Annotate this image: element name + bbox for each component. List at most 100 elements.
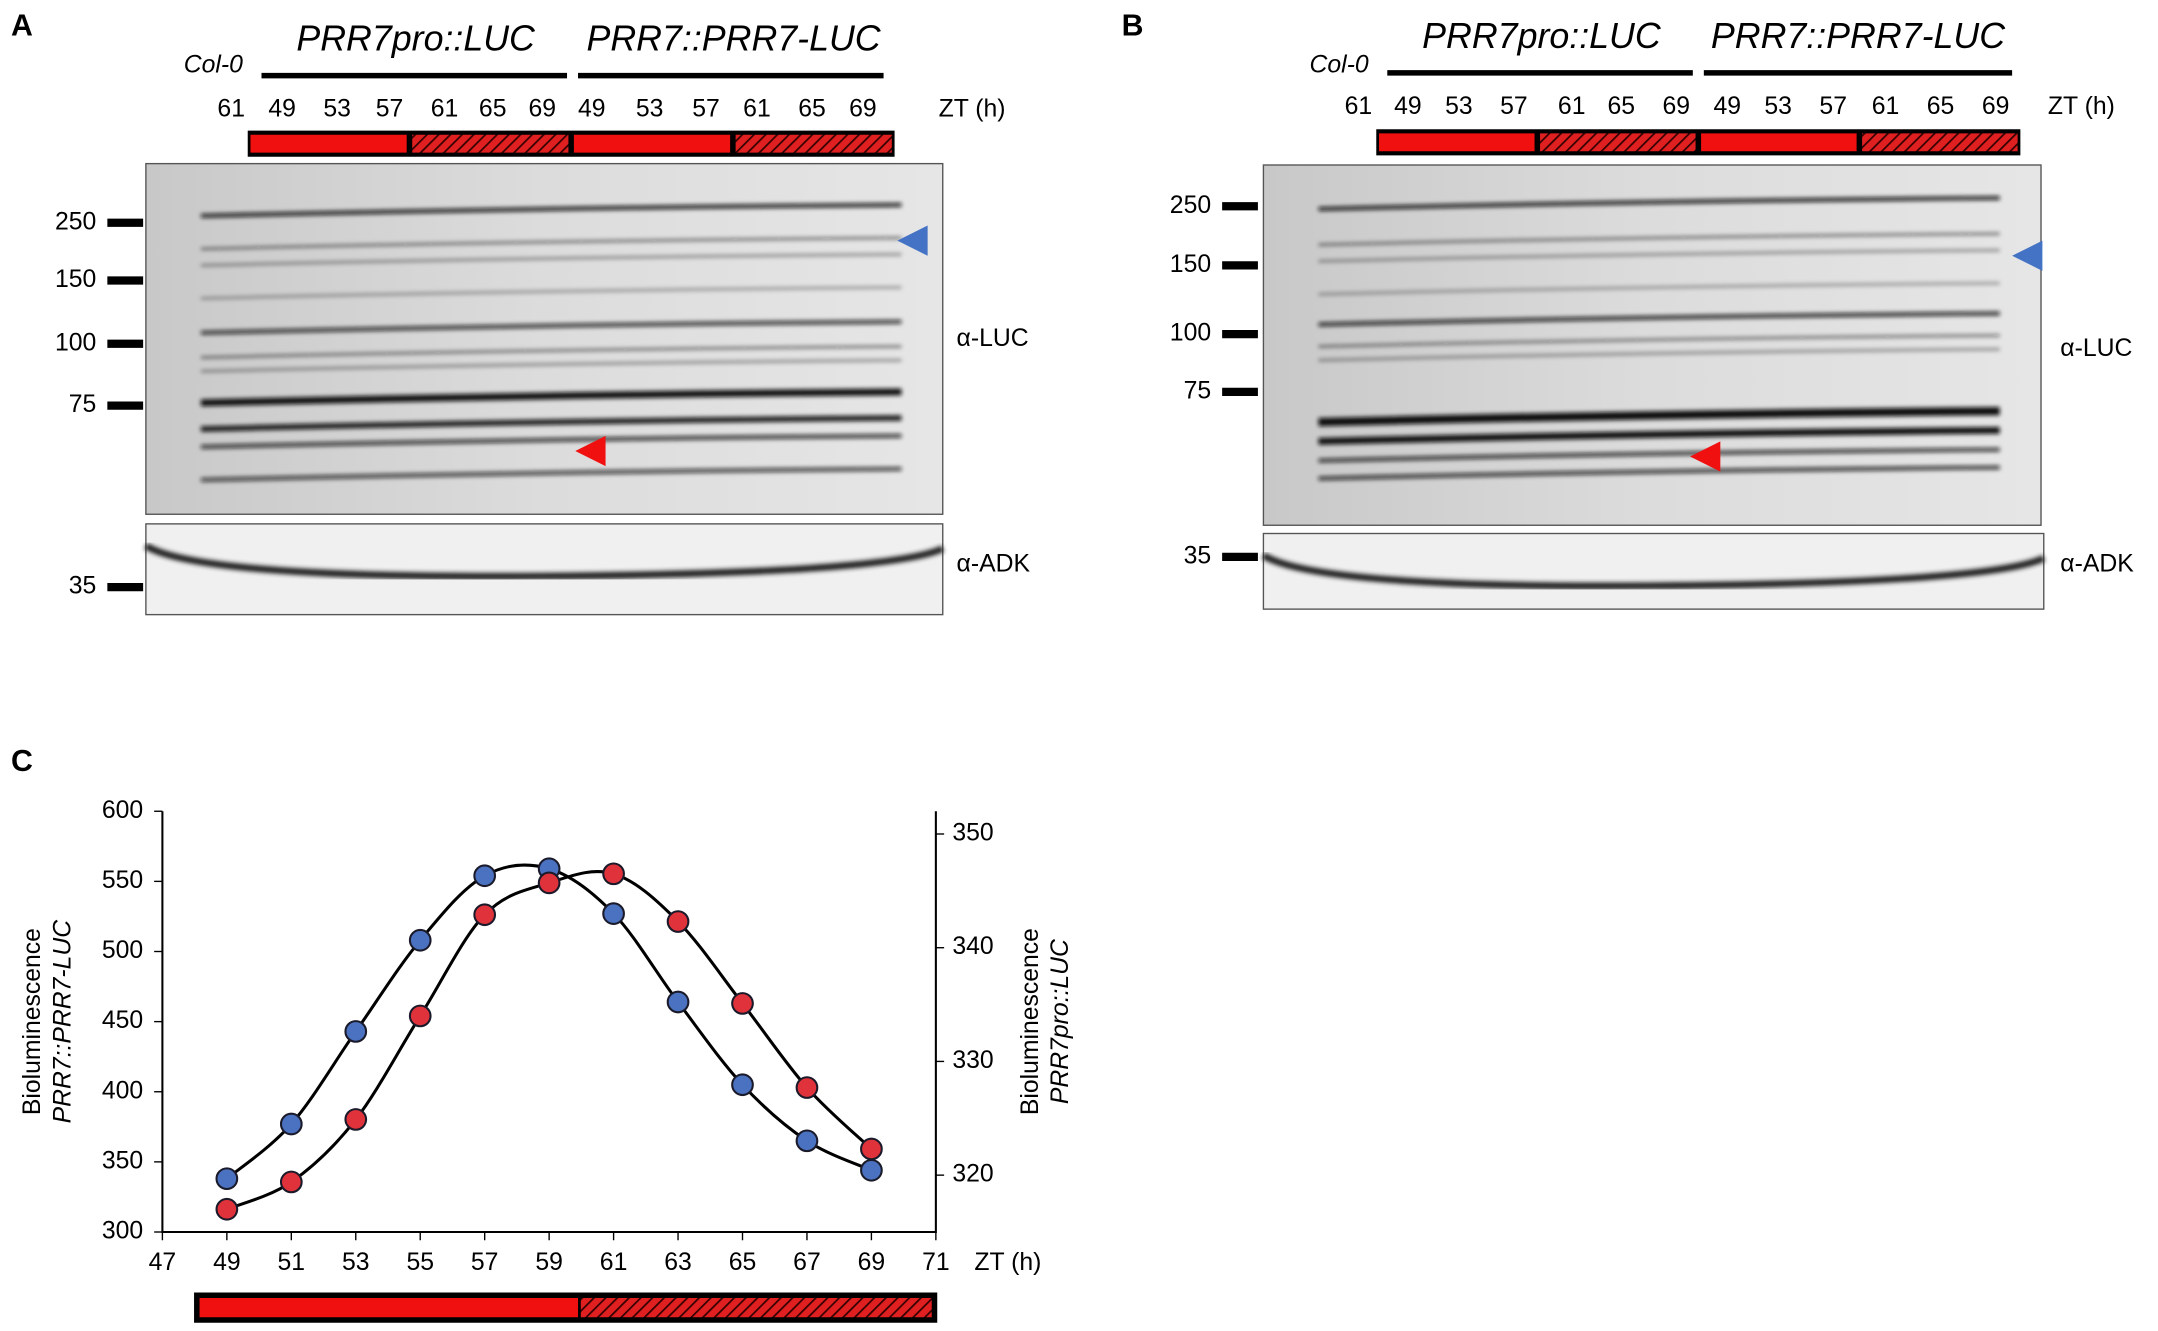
lane-label: 69: [1663, 93, 1691, 120]
lane-label: 61: [1558, 93, 1586, 120]
panel-letter: C: [11, 745, 33, 778]
band: [1318, 281, 2000, 296]
band: [200, 415, 902, 432]
light-bar: [412, 134, 569, 153]
control-label: Col-0: [184, 52, 243, 79]
marker-label: 250: [1170, 192, 1211, 219]
lane-label: 61: [431, 96, 459, 123]
band: [200, 388, 902, 407]
data-point: [279, 1170, 303, 1194]
data-point: [731, 1073, 754, 1097]
marker-tick: [107, 401, 144, 410]
unit-label: ZT (h): [939, 96, 1006, 123]
data-point: [408, 1004, 432, 1028]
marker-label: 150: [55, 266, 96, 293]
band: [200, 466, 902, 482]
data-point: [860, 1137, 883, 1161]
data-point: [473, 864, 497, 888]
lane-label: 57: [376, 96, 404, 123]
blot: [145, 162, 944, 515]
lane-label: 61: [743, 96, 771, 123]
band: [1318, 407, 2000, 427]
panel-letter: A: [11, 10, 33, 43]
light-bar: [1540, 133, 1696, 152]
y2-tick-label: 330: [952, 1047, 993, 1074]
light-bar: [1701, 133, 1857, 152]
marker-label: 100: [55, 329, 96, 356]
marker-label: 100: [1170, 320, 1211, 347]
x-tick-label: 67: [793, 1249, 821, 1276]
genotype-label: PRR7::PRR7-LUC: [586, 19, 881, 59]
data-point: [602, 862, 625, 886]
genotype-line: [1703, 70, 2013, 76]
data-point: [537, 871, 561, 895]
adk-band: [144, 542, 945, 580]
arrowhead: [2012, 240, 2043, 271]
antibody-label: α-ADK: [957, 551, 1031, 578]
lane-label: 61: [1872, 93, 1900, 120]
axis-label-line: Bioluminescence: [1016, 928, 1043, 1115]
data-point: [860, 1158, 883, 1182]
genotype-line: [578, 72, 884, 79]
adk-blot: [1262, 532, 2045, 610]
marker-tick: [107, 583, 144, 592]
lane-label: 49: [268, 96, 296, 123]
series-line: [225, 863, 873, 1180]
y2-tick-label: 320: [952, 1161, 993, 1188]
data-point: [731, 992, 754, 1015]
light-bar: [1862, 133, 2018, 152]
y-tick-label: 550: [102, 867, 143, 894]
data-point: [795, 1076, 819, 1099]
lane-label: 49: [578, 96, 606, 123]
axis-label-line: PRR7::PRR7-LUC: [49, 920, 76, 1124]
arrowhead: [575, 435, 606, 467]
data-point: [408, 928, 432, 952]
light-bar: [580, 1298, 932, 1318]
band: [200, 202, 902, 218]
lane-label: 65: [1607, 93, 1635, 120]
data-point: [215, 1197, 239, 1221]
marker-tick: [107, 218, 144, 227]
marker-tick: [1222, 202, 1258, 211]
x-tick-label: 57: [471, 1249, 499, 1276]
lane-label: 65: [798, 96, 826, 123]
antibody-label: α-LUC: [957, 325, 1029, 352]
marker-tick: [1222, 330, 1258, 339]
lane-label: 57: [692, 96, 720, 123]
lane-label: 53: [1445, 93, 1473, 120]
lane-label: 49: [1713, 93, 1741, 120]
x-tick-label: 59: [535, 1249, 563, 1276]
x-tick-label: 71: [922, 1249, 950, 1276]
band: [200, 286, 902, 300]
chart: C 47 49 51 53 55 57 59 61 63 65 67 69 71 300 350 400 450 5…: [11, 745, 1074, 1323]
arrowhead: [897, 225, 928, 256]
x-tick-label: 49: [213, 1249, 241, 1276]
marker-label: 35: [1184, 542, 1212, 569]
antibody-label: α-ADK: [2060, 551, 2134, 578]
marker-tick: [107, 339, 144, 348]
genotype-label: PRR7pro::LUC: [296, 19, 536, 59]
marker-tick: [107, 276, 144, 285]
y-tick-label: 450: [102, 1007, 143, 1034]
marker-tick: [1222, 261, 1258, 270]
x-tick-label: 47: [149, 1249, 177, 1276]
light-bar: [573, 134, 731, 153]
band: [1318, 347, 2000, 362]
band: [200, 253, 902, 267]
x-tick-label: 55: [406, 1249, 434, 1276]
band: [200, 236, 902, 251]
light-bar: [1379, 133, 1535, 152]
lane-label: 57: [1819, 93, 1847, 120]
data-point: [666, 910, 690, 933]
band: [1318, 195, 2000, 212]
band: [200, 358, 902, 373]
band: [1318, 232, 2000, 247]
y-tick-label: 300: [102, 1218, 143, 1245]
marker-label: 75: [69, 391, 97, 418]
data-point: [279, 1112, 303, 1136]
light-bar: [199, 1298, 579, 1318]
y2-tick-label: 340: [952, 933, 993, 960]
lane-label: 49: [1394, 93, 1422, 120]
arrowhead: [1690, 441, 1721, 472]
